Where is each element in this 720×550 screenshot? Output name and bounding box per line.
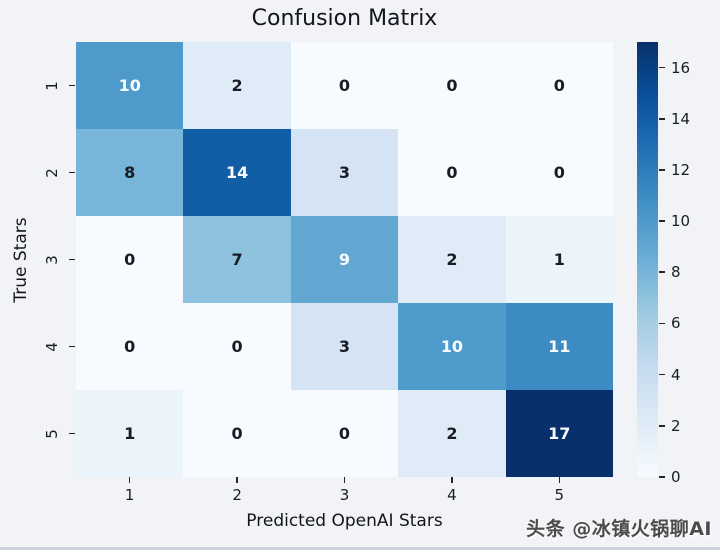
heatmap-cell-r4c4: 10 <box>398 303 506 390</box>
colorbar-tick-mark-12 <box>659 169 665 171</box>
heatmap-cell-r1c5: 0 <box>505 42 613 129</box>
colorbar-tick-mark-14 <box>659 117 665 120</box>
colorbar-tick-mark-8 <box>659 271 665 274</box>
y-tick-mark-2 <box>69 171 75 174</box>
colorbar-tick-label-10: 10 <box>671 212 691 231</box>
colorbar-tick-mark-4 <box>659 373 665 376</box>
chart-title: Confusion Matrix <box>251 6 438 31</box>
colorbar-tick-mark-0 <box>659 476 665 478</box>
heatmap-cell-r4c5: 11 <box>505 303 613 390</box>
colorbar-tick-label-8: 8 <box>671 263 681 282</box>
heatmap-cell-r1c4: 0 <box>398 42 506 129</box>
heatmap-cell-r5c2: 0 <box>183 390 291 477</box>
x-tick-mark-1 <box>128 477 131 483</box>
x-tick-label-1: 1 <box>124 486 135 504</box>
y-tick-label-4: 4 <box>43 341 61 352</box>
heatmap-cell-r4c2: 0 <box>183 303 291 390</box>
heatmap-cell-r1c2: 2 <box>183 42 291 129</box>
heatmap-cell-r3c2: 7 <box>183 216 291 303</box>
colorbar-tick-label-14: 14 <box>671 109 691 128</box>
colorbar-tick-mark-16 <box>659 66 665 69</box>
heatmap-plot-area: 10 2 0 0 0 8 14 3 0 0 0 7 9 2 1 0 0 3 10 11 1 0 0 2 17 <box>76 42 613 477</box>
heatmap-cell-r5c3: 0 <box>290 390 399 477</box>
colorbar-tick-label-12: 12 <box>671 160 691 179</box>
heatmap-cell-r3c5: 1 <box>505 216 613 303</box>
heatmap-cell-r3c1: 0 <box>76 216 184 303</box>
x-tick-label-5: 5 <box>554 486 565 504</box>
heatmap-cell-r3c3: 9 <box>290 216 399 303</box>
heatmap-cell-r5c1: 1 <box>76 390 184 477</box>
x-tick-label-2: 2 <box>232 486 242 504</box>
heatmap-cell-r2c1: 8 <box>76 129 184 216</box>
y-tick-label-1: 1 <box>43 80 61 91</box>
y-tick-mark-5 <box>69 432 75 435</box>
colorbar-tick-label-16: 16 <box>671 58 691 77</box>
x-tick-mark-5 <box>558 477 561 483</box>
heatmap-cell-r5c5: 17 <box>505 390 613 477</box>
x-tick-mark-4 <box>451 477 453 483</box>
colorbar <box>637 42 658 477</box>
heatmap-cell-r4c3: 3 <box>290 303 399 390</box>
colorbar-tick-mark-10 <box>659 220 665 222</box>
heatmap-cell-r1c3: 0 <box>290 42 399 129</box>
watermark-text: 头条 @冰镇火锅聊AI <box>526 518 712 540</box>
heatmap-cell-r2c4: 0 <box>398 129 506 216</box>
heatmap-cell-r2c3: 3 <box>290 129 399 216</box>
heatmap-cell-r5c4: 2 <box>398 390 506 477</box>
y-tick-mark-1 <box>69 84 75 87</box>
heatmap-cell-r2c2: 14 <box>183 129 291 216</box>
heatmap-cell-r2c5: 0 <box>505 129 613 216</box>
x-tick-label-4: 4 <box>447 486 457 504</box>
x-tick-label-3: 3 <box>339 486 350 504</box>
y-tick-mark-3 <box>69 258 75 261</box>
y-tick-mark-4 <box>69 345 75 348</box>
x-axis-label: Predicted OpenAI Stars <box>246 511 443 531</box>
x-tick-mark-2 <box>236 477 238 483</box>
colorbar-tick-mark-2 <box>659 425 665 427</box>
heatmap-cell-r3c4: 2 <box>398 216 506 303</box>
x-tick-mark-3 <box>343 477 346 483</box>
colorbar-tick-mark-6 <box>659 322 665 325</box>
colorbar-tick-label-2: 2 <box>671 416 681 435</box>
colorbar-tick-label-0: 0 <box>671 468 681 486</box>
colorbar-tick-label-4: 4 <box>671 365 681 384</box>
heatmap-cell-r4c1: 0 <box>76 303 184 390</box>
colorbar-tick-label-6: 6 <box>671 314 681 333</box>
y-tick-label-3: 3 <box>43 254 61 265</box>
y-axis-label: True Stars <box>11 217 31 303</box>
heatmap-cell-r1c1: 10 <box>76 42 184 129</box>
bottom-edge-line <box>0 547 720 550</box>
y-tick-label-5: 5 <box>43 428 61 439</box>
y-tick-label-2: 2 <box>43 167 61 178</box>
